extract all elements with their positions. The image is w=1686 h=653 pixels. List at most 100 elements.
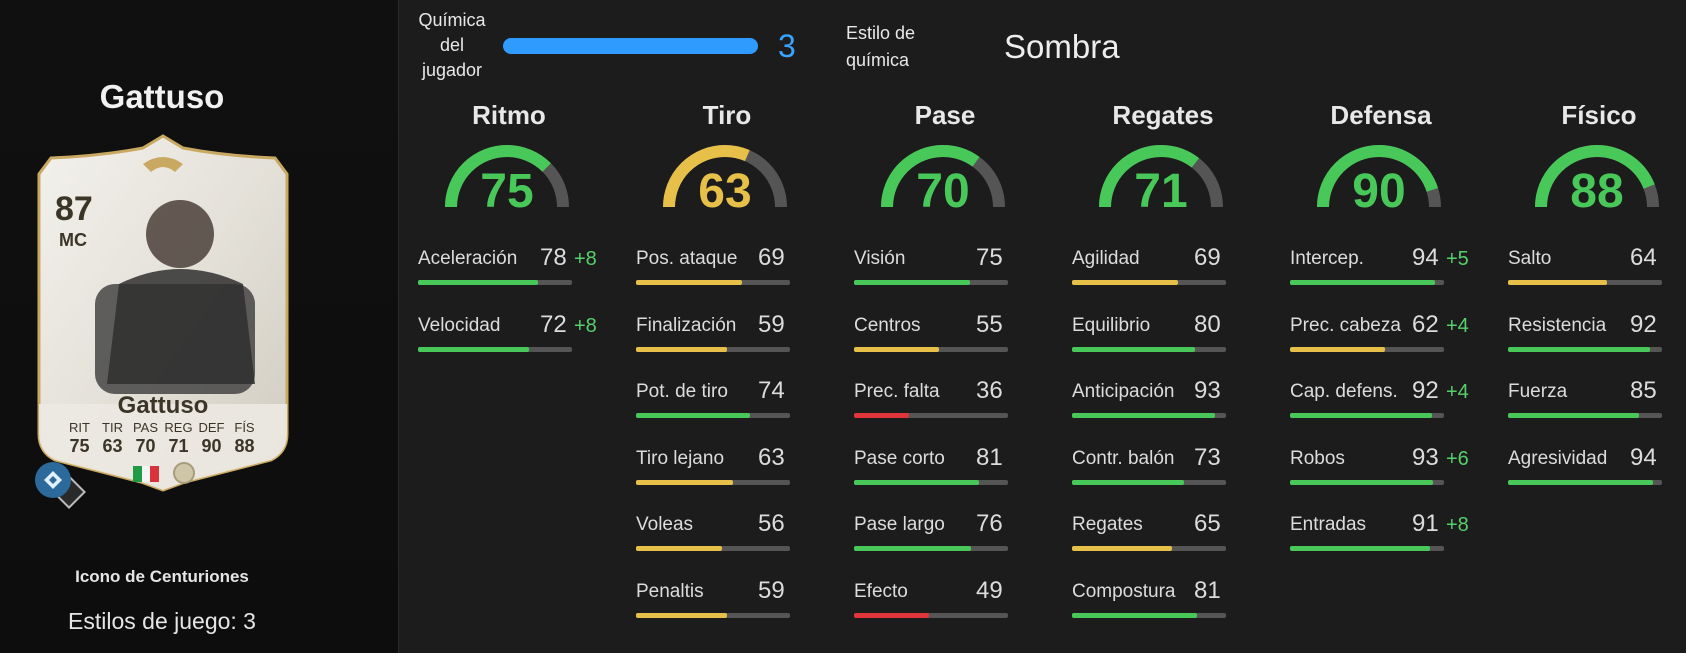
stat-row[interactable]: Entradas 91 +8: [1290, 510, 1472, 558]
stat-bar-fill: [1508, 346, 1650, 352]
stat-row[interactable]: Aceleración 78 +8: [418, 244, 600, 292]
stat-bar-fill: [1072, 479, 1185, 485]
gauge-fill: [445, 145, 569, 208]
stat-bar-fill: [1072, 280, 1179, 285]
stat-row[interactable]: Penaltis 59: [636, 577, 818, 625]
stat-bar: [1290, 346, 1444, 352]
stat-bar-fill: [1072, 546, 1173, 551]
gauge-fill: [1099, 145, 1223, 208]
stat-row[interactable]: Regates 65: [1072, 510, 1254, 558]
stat-row[interactable]: Visión 75: [854, 244, 1036, 292]
stat-row[interactable]: Centros 55: [854, 311, 1036, 359]
card-subtitle: Icono de Centuriones: [75, 567, 249, 586]
stat-name: Visión: [854, 248, 906, 269]
stat-value: 94: [1630, 443, 1657, 471]
stat-bar: [1072, 479, 1226, 485]
stat-row[interactable]: Prec. cabeza 62 +4: [1290, 311, 1472, 359]
stat-bar-fill: [1290, 280, 1435, 285]
playstyles-count: Estilos de juego: 3: [68, 608, 256, 634]
italy-flag-icon: [133, 466, 160, 482]
stat-row[interactable]: Fuerza 85: [1508, 377, 1686, 425]
stat-bar: [1508, 479, 1662, 485]
card-stat-fis: FÍS 88: [234, 420, 255, 456]
gauge-fill: [1535, 145, 1659, 208]
stat-row[interactable]: Voleas 56: [636, 510, 818, 558]
stat-name: Agilidad: [1072, 248, 1140, 269]
stat-name: Equilibrio: [1072, 314, 1151, 336]
stat-value: 94: [1412, 244, 1439, 271]
stat-bar: [1072, 413, 1226, 418]
stat-bar-fill: [854, 546, 972, 551]
stat-boost: +8: [574, 248, 597, 270]
stat-row[interactable]: Cap. defens. 92 +4: [1290, 377, 1472, 425]
stat-bar: [854, 612, 1008, 618]
stat-row[interactable]: Pos. ataque 69: [636, 244, 818, 292]
stat-boost: +4: [1446, 314, 1469, 337]
card-position: MC: [59, 230, 87, 250]
stat-row[interactable]: Resistencia 92: [1508, 311, 1686, 359]
attribute-title: Regates: [1112, 100, 1214, 130]
card-stat-tir: TIR 63: [102, 420, 123, 456]
stat-bar: [636, 479, 790, 485]
playstyle-icon[interactable]: [35, 462, 71, 498]
attribute-gauge: 75: [440, 140, 574, 218]
stat-row[interactable]: Intercep. 94 +5: [1290, 244, 1472, 292]
attribute-value: 75: [480, 165, 534, 218]
stat-name: Prec. falta: [854, 381, 940, 402]
chem-style-value[interactable]: Sombra: [1004, 28, 1120, 65]
stat-row[interactable]: Pot. de tiro 74: [636, 377, 818, 425]
stat-bar: [854, 546, 1008, 551]
stat-bar: [1290, 280, 1444, 285]
stat-row[interactable]: Efecto 49: [854, 577, 1036, 625]
stat-row[interactable]: Agresividad 94: [1508, 444, 1686, 492]
stat-bar: [1072, 546, 1226, 551]
stat-name: Aceleración: [418, 248, 518, 269]
stat-bar-fill: [1290, 413, 1432, 418]
stat-value: 49: [976, 576, 1003, 604]
stat-value: 78: [540, 244, 567, 271]
stat-row[interactable]: Compostura 81: [1072, 577, 1254, 625]
stat-row[interactable]: Finalización 59: [636, 311, 818, 359]
stat-bar: [636, 413, 790, 418]
stat-row[interactable]: Salto 64: [1508, 244, 1686, 292]
stat-bar-fill: [418, 280, 539, 285]
stat-bar-fill: [854, 413, 910, 418]
stat-value: 93: [1412, 443, 1439, 471]
card-stat-def: DEF 90: [198, 420, 225, 456]
stat-row[interactable]: Pase largo 76: [854, 510, 1036, 558]
attribute-title: Ritmo: [472, 100, 546, 130]
attribute-gauge: 70: [876, 140, 1010, 218]
gauge-fill: [1317, 145, 1441, 208]
stat-row[interactable]: Pase corto 81: [854, 444, 1036, 492]
stat-bar-fill: [1072, 346, 1196, 352]
stat-value: 93: [1194, 377, 1221, 404]
attribute-gauge: 90: [1312, 140, 1446, 218]
stat-row[interactable]: Agilidad 69: [1072, 244, 1254, 292]
attribute-value: 70: [916, 165, 970, 218]
stat-row[interactable]: Equilibrio 80: [1072, 311, 1254, 359]
stat-row[interactable]: Tiro lejano 63: [636, 444, 818, 492]
stat-value: 73: [1194, 443, 1221, 471]
stat-row[interactable]: Contr. balón 73: [1072, 444, 1254, 492]
card-stat-reg: REG 71: [164, 420, 193, 456]
stat-value: 56: [758, 510, 785, 537]
stat-name: Fuerza: [1508, 381, 1568, 402]
stat-bar-fill: [1508, 280, 1607, 285]
player-card[interactable]: 87 MC Gattuso RIT 75 TIR 63 PAS 70 REG 71 DE…: [25, 134, 301, 509]
stat-row[interactable]: Prec. falta 36: [854, 377, 1036, 425]
stat-bar-fill: [1072, 413, 1216, 418]
stat-bar: [854, 346, 1008, 352]
stat-row[interactable]: Anticipación 93: [1072, 377, 1254, 425]
player-card-panel: Gattuso 87 MC Gattuso RIT 75 TIR 63 PAS 70: [0, 0, 398, 653]
stat-value: 92: [1412, 377, 1439, 404]
stat-row[interactable]: Robos 93 +6: [1290, 444, 1472, 492]
stat-name: Contr. balón: [1072, 447, 1175, 469]
stat-bar: [854, 413, 1008, 418]
stat-bar: [854, 479, 1008, 485]
chemistry-value: 3: [778, 28, 796, 64]
stat-value: 74: [758, 377, 785, 404]
attribute-title: Tiro: [702, 100, 752, 130]
stat-bar-fill: [1290, 346, 1386, 352]
card-stats: RIT 75 TIR 63 PAS 70 REG 71 DEF 90 FÍS 88: [63, 420, 261, 457]
stat-row[interactable]: Velocidad 72 +8: [418, 311, 600, 359]
